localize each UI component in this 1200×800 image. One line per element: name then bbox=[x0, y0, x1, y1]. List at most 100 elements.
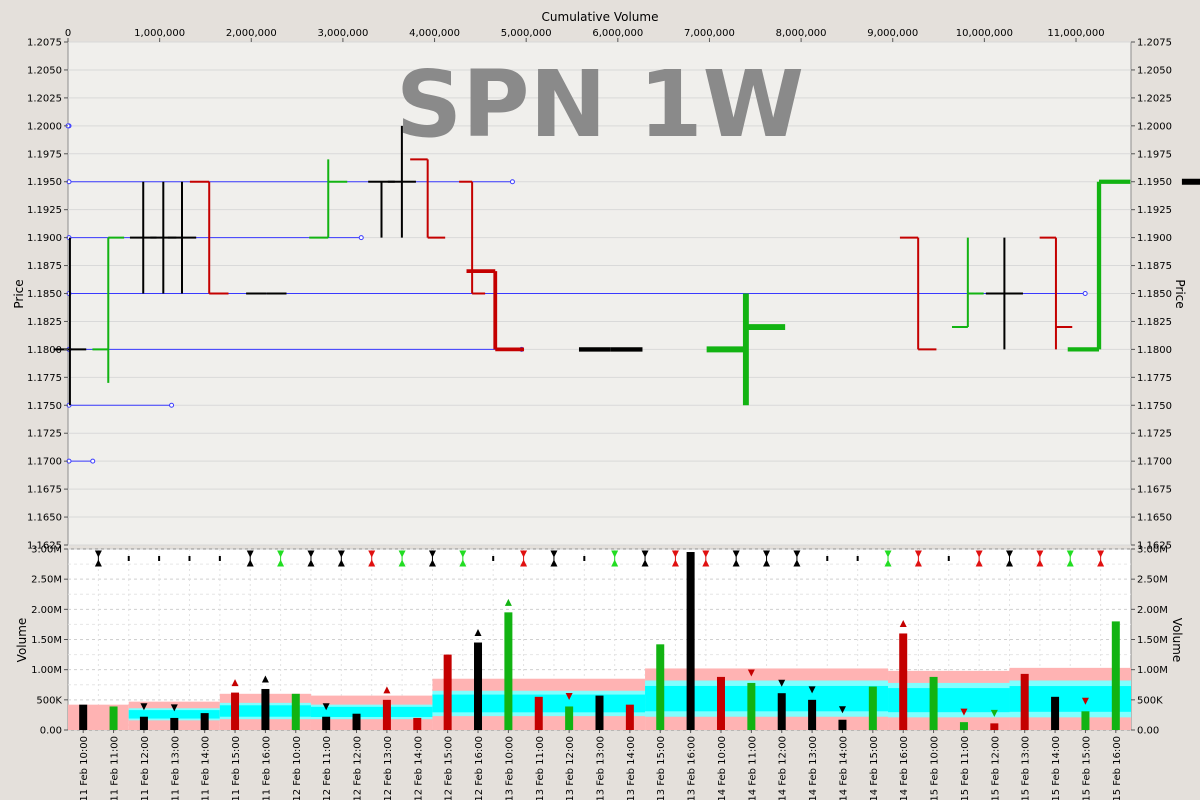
cum-volume-tick-label: 8,000,000 bbox=[776, 28, 827, 39]
time-tick-label: 12 Feb 15:00 bbox=[444, 736, 455, 800]
time-tick-label: 14 Feb 16:00 bbox=[899, 736, 910, 800]
time-tick-label: 15 Feb 14:00 bbox=[1051, 736, 1062, 800]
price-tick-label: 1.1625 bbox=[1137, 541, 1172, 552]
volume-bar bbox=[1051, 696, 1060, 730]
volume-band-core bbox=[888, 688, 1010, 713]
time-tick-label: 12 Feb 16:00 bbox=[474, 736, 485, 800]
volume-bar bbox=[929, 676, 938, 730]
volume-bar bbox=[352, 713, 361, 730]
volume-tick-label: 1.00M bbox=[31, 665, 62, 676]
volume-bar bbox=[413, 717, 422, 730]
volume-bar bbox=[322, 716, 331, 730]
time-tick-label: 12 Feb 12:00 bbox=[353, 736, 364, 800]
price-tick-label: 1.1725 bbox=[1137, 429, 1172, 440]
price-tick-label: 1.1900 bbox=[1137, 233, 1172, 244]
volume-bar bbox=[899, 633, 908, 730]
time-tick-label: 14 Feb 11:00 bbox=[747, 736, 758, 800]
volume-bar bbox=[625, 704, 634, 730]
time-tick-label: 15 Feb 15:00 bbox=[1081, 736, 1092, 800]
volume-bar bbox=[565, 706, 574, 730]
cum-volume-tick-label: 10,000,000 bbox=[956, 28, 1013, 39]
volume-marker bbox=[565, 692, 573, 700]
time-tick-label: 12 Feb 11:00 bbox=[322, 736, 333, 800]
volume-tick-label: 500K bbox=[1137, 695, 1163, 706]
volume-bar bbox=[777, 693, 786, 730]
price-tick-label: 1.1800 bbox=[27, 345, 62, 356]
volume-marker bbox=[474, 629, 482, 637]
volume-bar bbox=[716, 676, 725, 730]
price-level-end bbox=[358, 235, 364, 241]
volume-markers bbox=[140, 598, 1089, 717]
time-tick-label: 14 Feb 15:00 bbox=[869, 736, 880, 800]
time-tick-label: 12 Feb 13:00 bbox=[383, 736, 394, 800]
volume-marker bbox=[778, 679, 786, 687]
volume-bar bbox=[534, 696, 543, 730]
time-tick-label: 11 Feb 11:00 bbox=[110, 736, 121, 800]
price-tick-label: 1.1700 bbox=[1137, 457, 1172, 468]
volume-axis-label-left: Volume bbox=[15, 618, 29, 663]
volume-marker bbox=[1081, 697, 1089, 705]
volume-tick-label: 2.50M bbox=[31, 575, 62, 586]
time-tick-label: 14 Feb 10:00 bbox=[717, 736, 728, 800]
price-tick-label: 1.1950 bbox=[27, 177, 62, 188]
time-tick-label: 14 Feb 14:00 bbox=[838, 736, 849, 800]
volume-bar bbox=[1081, 711, 1090, 730]
volume-marker bbox=[231, 679, 239, 687]
price-tick-label: 1.2075 bbox=[27, 38, 62, 49]
time-tick-label: 13 Feb 10:00 bbox=[504, 736, 515, 800]
price-tick-label: 1.1650 bbox=[27, 513, 62, 524]
cum-volume-tick-label: 0 bbox=[65, 28, 71, 39]
volume-bar bbox=[443, 654, 452, 730]
price-tick-label: 1.1875 bbox=[27, 261, 62, 272]
price-tick-label: 1.1850 bbox=[27, 289, 62, 300]
volume-bar bbox=[959, 722, 968, 730]
price-tick-label: 1.1775 bbox=[1137, 373, 1172, 384]
price-tick-label: 1.2000 bbox=[1137, 121, 1172, 132]
time-tick-label: 14 Feb 12:00 bbox=[778, 736, 789, 800]
time-tick-label: 15 Feb 13:00 bbox=[1021, 736, 1032, 800]
time-tick-label: 13 Feb 12:00 bbox=[565, 736, 576, 800]
top-axis-label: Cumulative Volume bbox=[542, 10, 659, 24]
time-tick-label: 12 Feb 10:00 bbox=[292, 736, 303, 800]
volume-bar bbox=[504, 612, 513, 730]
volume-axis-left: 0.00 500K 1.00M 1.50M 2.00M 2.50M 3.00M bbox=[31, 545, 68, 737]
price-tick-label: 1.2050 bbox=[27, 65, 62, 76]
time-axis: 11 Feb 10:00 11 Feb 11:00 11 Feb 12:00 11 F… bbox=[79, 730, 1123, 800]
volume-marker bbox=[808, 686, 816, 694]
volume-bar bbox=[291, 693, 300, 730]
time-tick-label: 15 Feb 10:00 bbox=[930, 736, 941, 800]
price-tick-label: 1.1700 bbox=[27, 457, 62, 468]
volume-marker bbox=[383, 686, 391, 694]
price-tick-label: 1.1975 bbox=[1137, 149, 1172, 160]
price-tick-label: 1.1925 bbox=[27, 205, 62, 216]
volume-tick-label: 3.00M bbox=[31, 545, 62, 556]
price-level-end bbox=[90, 458, 96, 464]
time-tick-label: 12 Feb 14:00 bbox=[413, 736, 424, 800]
volume-tick-label: 0.00 bbox=[40, 726, 62, 737]
time-tick-label: 11 Feb 16:00 bbox=[261, 736, 272, 800]
price-tick-label: 1.1900 bbox=[27, 233, 62, 244]
volume-marker bbox=[504, 598, 512, 606]
volume-band-outer bbox=[68, 704, 129, 730]
price-tick-label: 1.1800 bbox=[1137, 345, 1172, 356]
volume-tick-label: 0.00 bbox=[1137, 726, 1159, 737]
price-level-end bbox=[1082, 291, 1088, 296]
volume-bar bbox=[990, 723, 999, 730]
price-tick-label: 1.1675 bbox=[27, 485, 62, 496]
price-tick-label: 1.1675 bbox=[1137, 485, 1172, 496]
time-tick-label: 13 Feb 13:00 bbox=[596, 736, 607, 800]
price-tick-label: 1.1775 bbox=[27, 373, 62, 384]
price-tick-label: 1.2075 bbox=[1137, 38, 1172, 49]
time-tick-label: 14 Feb 13:00 bbox=[808, 736, 819, 800]
volume-tick-label: 500K bbox=[36, 695, 62, 706]
price-tick-label: 1.2050 bbox=[1137, 65, 1172, 76]
cum-volume-tick-label: 5,000,000 bbox=[501, 28, 552, 39]
cum-volume-tick-label: 2,000,000 bbox=[226, 28, 277, 39]
price-tick-label: 1.1725 bbox=[27, 429, 62, 440]
volume-marker bbox=[140, 703, 148, 711]
cum-volume-tick-label: 3,000,000 bbox=[317, 28, 368, 39]
volume-bar bbox=[79, 704, 88, 730]
volume-bar bbox=[109, 706, 118, 730]
volume-bar bbox=[1020, 673, 1029, 730]
